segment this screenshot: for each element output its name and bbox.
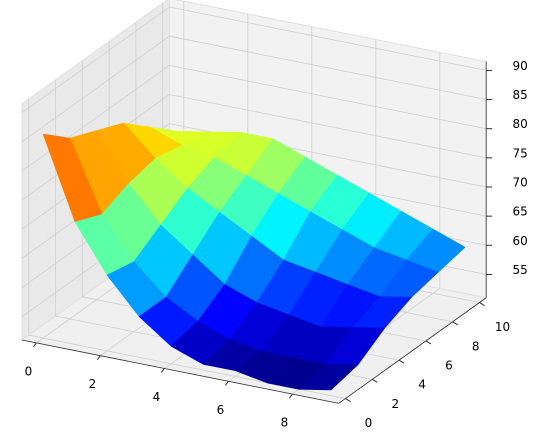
y-tick xyxy=(479,302,485,306)
x-tick xyxy=(289,393,293,399)
x-tick-label: 0 xyxy=(25,364,33,378)
y-tick-label: 0 xyxy=(365,416,373,430)
x-tick-label: 6 xyxy=(217,403,225,417)
z-tick-label: 90 xyxy=(513,59,528,73)
z-tick-label: 75 xyxy=(513,146,528,160)
y-tick-label: 6 xyxy=(445,358,453,372)
z-grid-line xyxy=(21,35,487,143)
y-tick xyxy=(345,398,351,402)
y-tick-label: 2 xyxy=(391,397,399,411)
z-tick-label: 80 xyxy=(513,117,528,131)
x-tick xyxy=(161,368,165,373)
y-tick-label: 4 xyxy=(418,378,426,392)
z-tick-label: 55 xyxy=(513,263,528,277)
z-tick-label: 65 xyxy=(513,205,528,219)
y-tick xyxy=(372,378,378,383)
z-tick-label: 60 xyxy=(513,234,528,248)
x-tick-label: 8 xyxy=(281,416,289,430)
z-tick-label: 85 xyxy=(513,88,528,102)
y-tick xyxy=(398,359,405,364)
y-tick-label: 8 xyxy=(472,339,480,353)
y-tick xyxy=(452,321,458,326)
y-tick-label: 10 xyxy=(495,320,510,334)
z-grid-line xyxy=(21,64,487,172)
x-tick xyxy=(33,342,37,348)
y-tick xyxy=(425,340,432,345)
surface-cell xyxy=(298,363,359,391)
z-tick-label: 70 xyxy=(513,175,528,189)
x-tick-label: 2 xyxy=(89,377,97,391)
x-axis-line xyxy=(21,339,339,404)
y-axis-line xyxy=(338,297,487,404)
x-tick xyxy=(97,355,101,360)
x-tick xyxy=(225,380,229,386)
z-grid-line xyxy=(21,6,487,113)
x-tick-label: 4 xyxy=(153,390,161,404)
